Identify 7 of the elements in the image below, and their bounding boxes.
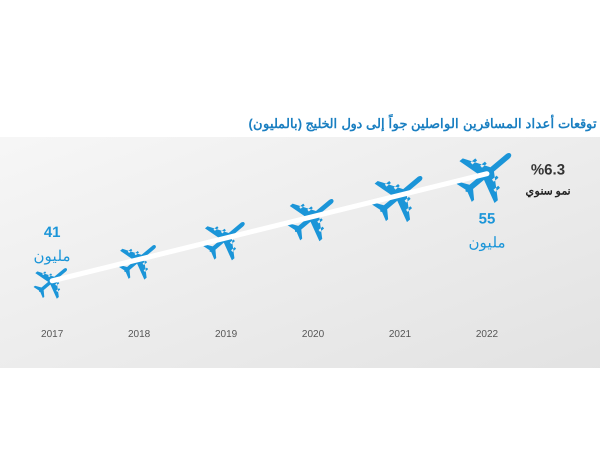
x-tick-label: 2022: [476, 329, 499, 340]
x-tick-label: 2017: [41, 329, 64, 340]
x-tick-label: 2020: [302, 329, 325, 340]
x-tick-label: 2021: [388, 329, 412, 340]
x-tick-label: 2019: [214, 329, 238, 340]
chart-title: توقعات أعداد المسافرين الواصلين جواً إلى دول الخليج (بالمليون): [248, 113, 597, 132]
x-tick-label: 2018: [128, 329, 151, 340]
